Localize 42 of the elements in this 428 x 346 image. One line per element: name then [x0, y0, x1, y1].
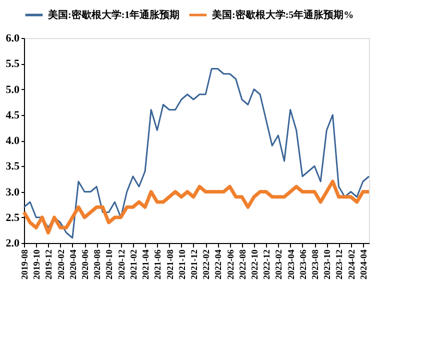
y-tick-label: 2.0 — [6, 238, 20, 250]
x-tick-label: 2022-04 — [213, 249, 224, 280]
x-tick-label: 2022-06 — [225, 249, 236, 280]
x-tick-label: 2023-12 — [334, 249, 344, 280]
x-tick-label: 2019-10 — [32, 249, 42, 280]
x-tick-label: 2021-12 — [188, 249, 199, 280]
y-tick-label: 5.0 — [6, 84, 20, 96]
x-tick-label: 2021-10 — [176, 249, 187, 280]
x-tick-label: 2021-08 — [164, 249, 175, 280]
x-tick-label: 2024-04 — [358, 249, 368, 280]
y-tick-label: 3.0 — [6, 186, 20, 198]
y-tick-label: 6.0 — [6, 32, 20, 44]
x-tick-label: 2021-02 — [128, 249, 138, 280]
line-series — [22, 180, 371, 234]
x-tick-label: 2023-10 — [322, 249, 332, 280]
x-tick-label: 2022-10 — [250, 249, 260, 280]
y-tick-label: 4.0 — [6, 135, 20, 147]
x-tick-label: 2020-12 — [116, 249, 126, 280]
x-tick-label: 2022-02 — [201, 249, 212, 280]
x-tick-label: 2023-02 — [274, 249, 284, 280]
y-tick-label: 5.5 — [6, 58, 20, 70]
x-tick-label: 2021-04 — [140, 249, 151, 280]
x-tick-label: 2024-02 — [346, 249, 356, 280]
y-tick-label: 2.5 — [6, 212, 20, 224]
x-tick-label: 2021-06 — [152, 249, 163, 280]
x-tick-label: 2020-02 — [56, 249, 66, 280]
x-tick-label: 2023-08 — [310, 249, 320, 280]
x-tick-label: 2020-10 — [104, 249, 114, 280]
legend-label: 美国:密歇根大学:1年通胀预期 — [47, 9, 180, 21]
x-tick-label: 2022-08 — [237, 249, 248, 280]
x-tick-label: 2020-08 — [92, 249, 102, 280]
x-tick-label: 2019-12 — [44, 249, 54, 280]
y-tick-label: 3.5 — [6, 160, 20, 173]
x-tick-label: 2019-08 — [20, 249, 30, 280]
legend-label: 美国:密歇根大学:5年通胀预期% — [211, 9, 354, 21]
y-tick-label: 4.5 — [6, 109, 20, 122]
x-tick-label: 2023-06 — [298, 249, 308, 280]
x-tick-label: 2022-12 — [262, 249, 272, 280]
x-tick-label: 2020-04 — [68, 249, 78, 280]
x-tick-label: 2023-04 — [286, 249, 296, 280]
x-tick-label: 2020-06 — [80, 249, 90, 280]
line-series — [23, 68, 370, 239]
